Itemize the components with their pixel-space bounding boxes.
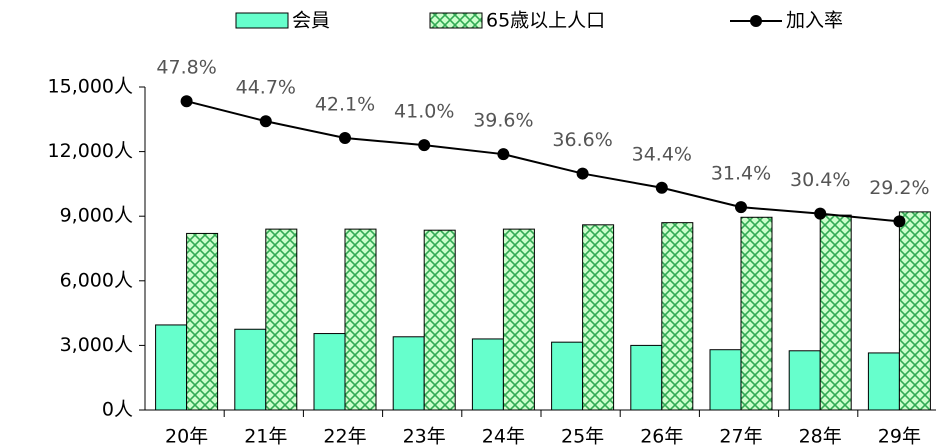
y-tick-label: 12,000人 bbox=[48, 140, 133, 162]
bar bbox=[265, 228, 298, 411]
x-tick-label: 26年 bbox=[640, 426, 683, 448]
bar bbox=[582, 224, 615, 411]
bar bbox=[788, 350, 821, 411]
x-tick-label: 28年 bbox=[799, 426, 842, 448]
x-tick-label: 27年 bbox=[719, 426, 762, 448]
bar bbox=[186, 232, 219, 411]
bar bbox=[709, 349, 742, 411]
data-label: 47.8% bbox=[156, 57, 216, 79]
data-label: 44.7% bbox=[236, 77, 296, 99]
data-label: 41.0% bbox=[394, 101, 454, 123]
bar bbox=[867, 352, 900, 411]
bar bbox=[392, 336, 425, 411]
x-tick-label: 23年 bbox=[403, 426, 446, 448]
y-tick-label: 3,000人 bbox=[60, 334, 133, 356]
data-label: 30.4% bbox=[790, 169, 850, 191]
x-tick-label: 29年 bbox=[878, 426, 921, 448]
legend-label: 加入率 bbox=[786, 10, 843, 32]
y-tick-label: 6,000人 bbox=[60, 269, 133, 291]
bar bbox=[234, 328, 267, 411]
rate-point bbox=[418, 139, 431, 152]
x-tick-label: 25年 bbox=[561, 426, 604, 448]
bar bbox=[471, 338, 504, 411]
data-label: 31.4% bbox=[711, 163, 771, 185]
legend-label: 会員 bbox=[292, 10, 330, 32]
bar bbox=[630, 344, 663, 411]
bar bbox=[898, 211, 931, 411]
rate-point bbox=[576, 167, 589, 180]
bar bbox=[661, 222, 694, 411]
y-tick-label: 0人 bbox=[102, 399, 133, 421]
rate-point bbox=[893, 215, 906, 228]
rate-point bbox=[339, 132, 351, 145]
rate-point bbox=[259, 115, 272, 128]
legend-swatch bbox=[750, 15, 762, 27]
x-tick-label: 24年 bbox=[482, 426, 525, 448]
bar bbox=[740, 216, 773, 411]
y-tick-label: 15,000人 bbox=[48, 76, 133, 98]
data-label: 36.6% bbox=[552, 129, 612, 151]
data-label: 34.4% bbox=[632, 143, 692, 165]
bar bbox=[155, 324, 188, 411]
rate-point bbox=[814, 207, 827, 220]
data-label: 42.1% bbox=[315, 94, 375, 116]
bar bbox=[819, 214, 852, 411]
data-label: 29.2% bbox=[869, 177, 929, 199]
legend-label: 65歳以上人口 bbox=[486, 10, 605, 32]
data-label: 39.6% bbox=[473, 110, 533, 132]
bar bbox=[551, 341, 584, 411]
rate-point bbox=[655, 181, 668, 194]
rate-point bbox=[180, 95, 193, 108]
legend-swatch bbox=[235, 12, 289, 29]
legend-swatch bbox=[429, 12, 483, 29]
bar bbox=[502, 228, 535, 411]
bar bbox=[344, 228, 377, 411]
bar bbox=[313, 333, 346, 411]
bar bbox=[423, 229, 456, 411]
x-tick-label: 20年 bbox=[165, 426, 208, 448]
rate-point bbox=[735, 201, 747, 214]
rate-point bbox=[497, 148, 510, 161]
x-tick-label: 22年 bbox=[323, 426, 366, 448]
x-tick-label: 21年 bbox=[244, 426, 287, 448]
rate-line bbox=[186, 100, 900, 223]
y-tick-label: 9,000人 bbox=[60, 205, 133, 227]
